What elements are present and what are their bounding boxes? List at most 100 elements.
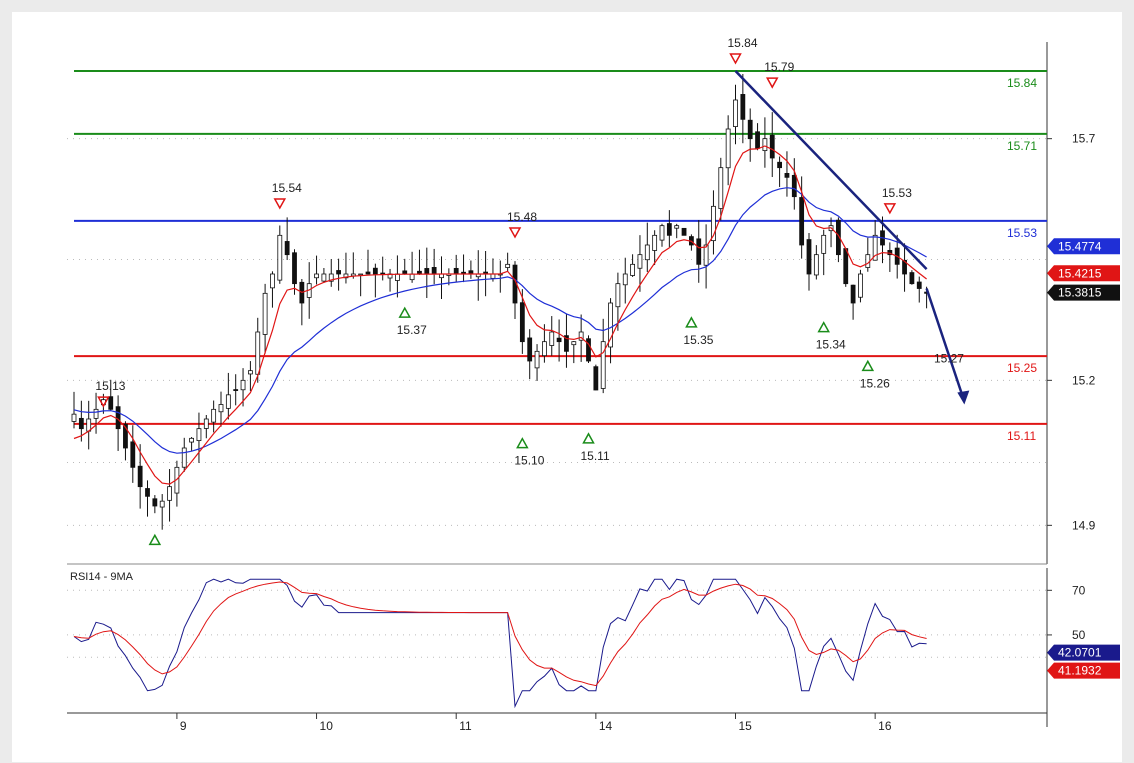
candle-body xyxy=(681,227,687,236)
candle-body xyxy=(534,350,540,369)
trough-label: 15.35 xyxy=(683,333,713,347)
candle-body xyxy=(909,272,915,285)
candle-body xyxy=(762,138,768,152)
candle-body xyxy=(159,500,165,508)
trough-marker xyxy=(817,321,830,333)
candle-body xyxy=(145,488,150,497)
candle-body xyxy=(733,99,738,128)
rsi-panel-title: RSI14 - 9MA xyxy=(70,571,134,583)
candle-body xyxy=(542,341,547,357)
candle-body xyxy=(821,234,827,254)
x-tick-label: 16 xyxy=(878,719,892,733)
candle-body xyxy=(843,248,849,285)
trough-marker xyxy=(861,359,875,372)
trough-label: 15.26 xyxy=(860,376,890,390)
candle-body xyxy=(806,239,812,275)
peak-label: 15.13 xyxy=(95,379,125,393)
candle-body xyxy=(564,335,569,352)
candle-body xyxy=(813,254,819,276)
candle-body xyxy=(270,273,275,289)
candle-body xyxy=(622,273,628,286)
candle-body xyxy=(321,273,327,282)
price-tag-label: 15.3815 xyxy=(1058,286,1102,300)
rsi-y-tick-label: 70 xyxy=(1072,583,1086,597)
candle-body xyxy=(108,396,114,410)
peak-label: 15.79 xyxy=(764,60,794,74)
candle-body xyxy=(769,134,775,159)
candle-body xyxy=(247,370,253,375)
peak-label: 15.84 xyxy=(728,36,758,50)
rsi-line xyxy=(73,578,927,709)
candle-body xyxy=(453,267,459,275)
candle-body xyxy=(424,268,430,275)
candle-body xyxy=(615,283,621,308)
candle-body xyxy=(284,241,290,256)
candle-body xyxy=(225,394,231,409)
peak-marker xyxy=(97,396,110,408)
candle-body xyxy=(586,338,591,362)
candle-body xyxy=(527,337,533,362)
candle-body xyxy=(358,273,364,276)
candle-body xyxy=(490,273,496,279)
candle-body xyxy=(93,408,99,419)
candle-body xyxy=(277,234,283,281)
candle-body xyxy=(211,408,217,423)
candle-body xyxy=(630,263,635,276)
price-tag xyxy=(1047,238,1120,255)
candle-body xyxy=(747,119,753,140)
trough-label: 15.37 xyxy=(397,323,427,337)
candle-body xyxy=(556,337,562,343)
candle-body xyxy=(872,234,878,261)
level-label: 15.84 xyxy=(1007,76,1037,90)
candle-body xyxy=(181,447,187,468)
projection-arrow xyxy=(925,288,965,399)
candle-body xyxy=(343,273,349,279)
candle-body xyxy=(71,413,77,422)
rsi-tag-label: 41.1932 xyxy=(1058,664,1102,678)
x-tick-label: 11 xyxy=(459,719,472,733)
candle-body xyxy=(78,417,84,430)
candle-body xyxy=(328,273,334,282)
price-y-tick-label: 14.9 xyxy=(1072,518,1096,532)
chart-frame: 15.7 15.2 14.9 15.84 15.71 15.53 15.25 15.11 1… xyxy=(12,12,1122,762)
candle-body xyxy=(659,225,665,241)
peak-marker xyxy=(765,77,779,89)
x-tick-label: 10 xyxy=(320,719,334,733)
trough-marker xyxy=(582,432,595,444)
ma-fast-line xyxy=(73,145,927,485)
price-tag-label: 15.4774 xyxy=(1058,239,1102,253)
trough-label: 15.10 xyxy=(514,454,544,468)
rsi-tag-label: 42.0701 xyxy=(1058,646,1102,660)
price-y-tick-label: 15.7 xyxy=(1072,132,1096,146)
trough-label: 15.34 xyxy=(816,338,846,352)
trough-marker xyxy=(685,316,698,328)
candle-body xyxy=(218,404,224,413)
chart-svg: 15.7 15.2 14.9 15.84 15.71 15.53 15.25 15.11 1… xyxy=(67,36,1120,733)
candle-body xyxy=(652,234,658,251)
candle-body xyxy=(380,272,386,275)
peak-label: 15.53 xyxy=(882,186,912,200)
candle-body xyxy=(431,267,437,275)
candle-body xyxy=(674,225,680,229)
candle-body xyxy=(336,270,342,275)
peak-marker xyxy=(508,227,522,239)
level-label: 15.71 xyxy=(1007,139,1037,153)
candle-body xyxy=(644,244,650,261)
candle-body xyxy=(784,173,790,178)
projection-arrowhead xyxy=(957,390,970,405)
candle-body xyxy=(755,131,760,149)
candle-body xyxy=(394,273,400,281)
candle-body xyxy=(608,302,613,348)
candle-body xyxy=(262,292,268,335)
trough-label: 15.11 xyxy=(581,449,610,463)
candle-body xyxy=(703,244,709,266)
candle-body xyxy=(858,273,863,298)
candle-body xyxy=(549,331,555,346)
peak-label: 15.54 xyxy=(272,181,302,195)
x-tick-label: 15 xyxy=(739,719,753,733)
candle-body xyxy=(314,273,319,279)
ma-slow-line xyxy=(73,187,927,454)
candle-body xyxy=(255,331,261,375)
candle-body xyxy=(167,486,172,501)
level-label: 15.25 xyxy=(1007,361,1037,375)
